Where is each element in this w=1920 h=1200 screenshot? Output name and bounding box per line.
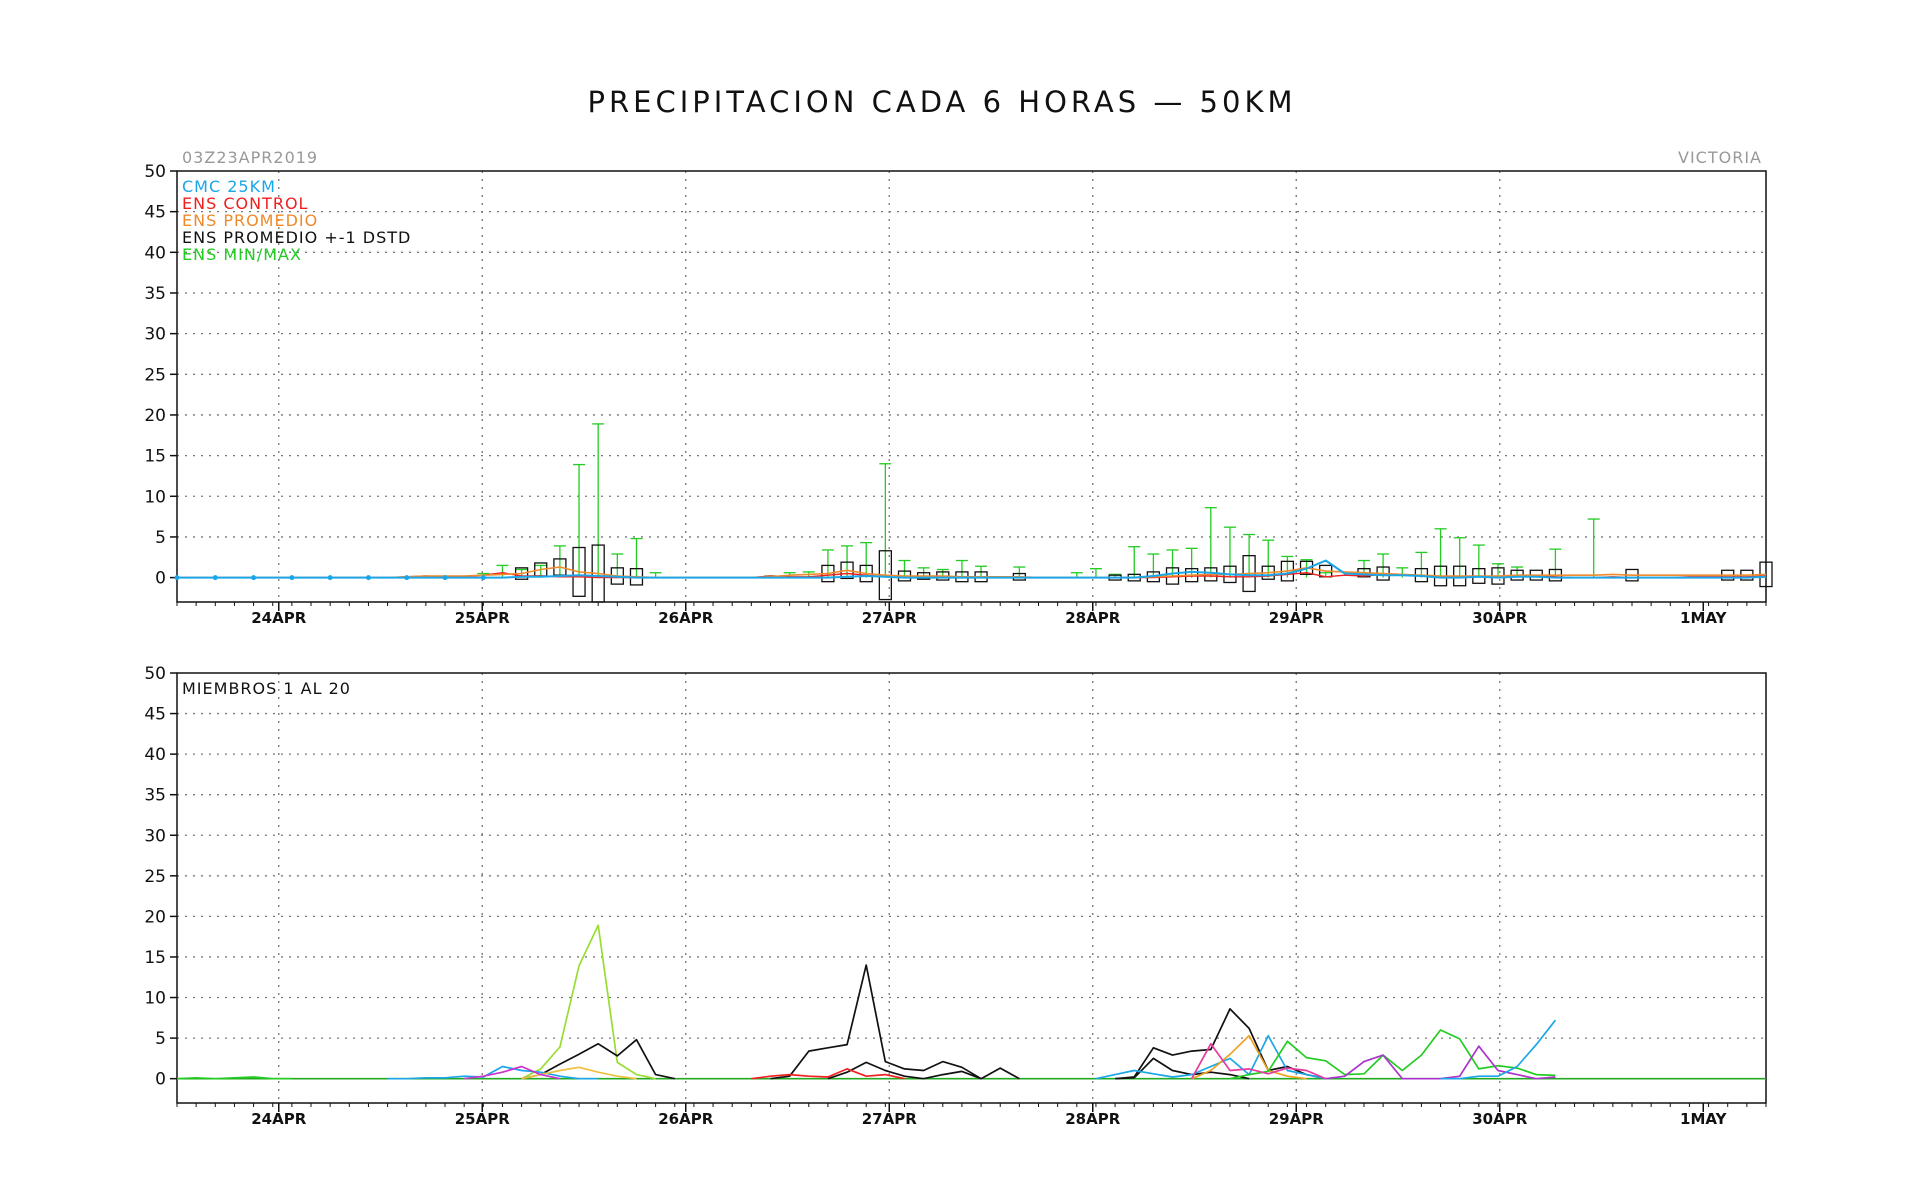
- cmc-point: [327, 575, 333, 581]
- y-tick-label: 35: [144, 284, 166, 304]
- y-tick-label: 50: [144, 664, 166, 684]
- x-tick-label: 27APR: [862, 609, 917, 627]
- x-tick-label: 26APR: [658, 609, 713, 627]
- plot-frame: [176, 170, 1767, 603]
- chart-title: PRECIPITACION CADA 6 HORAS — 50KM: [588, 85, 1297, 119]
- member-line-1: [521, 924, 656, 1080]
- cmc-point: [174, 575, 180, 581]
- y-tick-label: 40: [144, 243, 166, 263]
- y-tick-label: 10: [144, 487, 166, 507]
- cmc-line: [177, 559, 1767, 579]
- ensemble-summary-panel: 0 5 10 15 20 25 30 35 40 45 50 24APR 25APR 26APR 27APR…: [144, 162, 1773, 627]
- x-tick-label: 30APR: [1472, 1110, 1527, 1128]
- x-tick-label: 30APR: [1472, 609, 1527, 627]
- cmc-point: [404, 575, 410, 581]
- x-tick-label: 28APR: [1065, 609, 1120, 627]
- legend-item-dstd: ENS PROMEDIO +-1 DSTD: [182, 228, 411, 247]
- cmc-point: [212, 575, 218, 581]
- y-tick-label: 40: [144, 745, 166, 765]
- x-tick-label: 26APR: [658, 1110, 713, 1128]
- member-line-7: [827, 1061, 982, 1080]
- y-tick-label: 0: [155, 1070, 166, 1090]
- y-tick-label: 15: [144, 948, 166, 968]
- y-tick-label: 0: [155, 569, 166, 589]
- cmc-point: [251, 575, 257, 581]
- member-line-2: [521, 1038, 675, 1080]
- y-tick-label: 5: [155, 528, 166, 548]
- member-line-6: [770, 964, 1020, 1080]
- member-line-17: [176, 1076, 292, 1080]
- x-tick-label: 28APR: [1065, 1110, 1120, 1128]
- member-line-3: [387, 1065, 599, 1080]
- members-panel-label: MIEMBROS 1 AL 20: [182, 679, 351, 698]
- legend-item-minmax: ENS MIN/MAX: [182, 245, 302, 264]
- y-tick-label: 15: [144, 447, 166, 467]
- plot-frame: [176, 672, 1767, 1104]
- y-tick-label: 20: [144, 406, 166, 426]
- y-tick-label: 25: [144, 365, 166, 385]
- x-tick-label: 25APR: [455, 609, 510, 627]
- y-tick-label: 20: [144, 907, 166, 927]
- y-tick-label: 30: [144, 325, 166, 345]
- member-line-8: [751, 1068, 905, 1080]
- x-tick-label: 1MAY: [1680, 1110, 1728, 1128]
- y-tick-label: 25: [144, 867, 166, 887]
- member-line-16: [1440, 1019, 1557, 1080]
- station-label: VICTORIA: [1678, 148, 1762, 167]
- member-line-11: [1095, 1034, 1326, 1080]
- std-box: [840, 561, 854, 580]
- x-tick-label: 24APR: [251, 1110, 306, 1128]
- y-tick-label: 50: [144, 162, 166, 182]
- y-tick-label: 30: [144, 826, 166, 846]
- legend: CMC 25KM ENS CONTROL ENS PROMEDIO ENS PR…: [182, 177, 411, 264]
- x-tick-label: 29APR: [1269, 609, 1324, 627]
- run-label: 03Z23APR2019: [182, 148, 318, 167]
- x-tick-label: 25APR: [455, 1110, 510, 1128]
- y-tick-label: 45: [144, 203, 166, 223]
- x-tick-label: 27APR: [862, 1110, 917, 1128]
- cmc-point: [480, 575, 486, 581]
- x-tick-label: 1MAY: [1680, 609, 1728, 627]
- x-tick-label: 29APR: [1269, 1110, 1324, 1128]
- y-tick-label: 10: [144, 989, 166, 1009]
- std-box: [1299, 560, 1314, 576]
- cmc-point: [365, 575, 371, 581]
- member-line-5: [464, 1065, 561, 1080]
- legend-item-control: ENS CONTROL: [182, 194, 308, 213]
- member-line-10: [1115, 1057, 1250, 1080]
- cmc-point: [442, 575, 448, 581]
- ensemble-members-panel: 0 5 10 15 20 25 30 35 40 45 50 24APR 25APR 26APR 27APR…: [144, 664, 1767, 1128]
- member-line-15: [1190, 1042, 1327, 1080]
- y-tick-label: 35: [144, 786, 166, 806]
- x-tick-label: 24APR: [251, 609, 306, 627]
- y-tick-label: 45: [144, 705, 166, 725]
- member-line-12: [1191, 1034, 1307, 1080]
- legend-item-cmc: CMC 25KM: [182, 177, 276, 196]
- legend-item-promedio: ENS PROMEDIO: [182, 211, 318, 230]
- member-line-13: [1229, 1029, 1556, 1080]
- cmc-point: [289, 575, 295, 581]
- y-tick-label: 5: [155, 1029, 166, 1049]
